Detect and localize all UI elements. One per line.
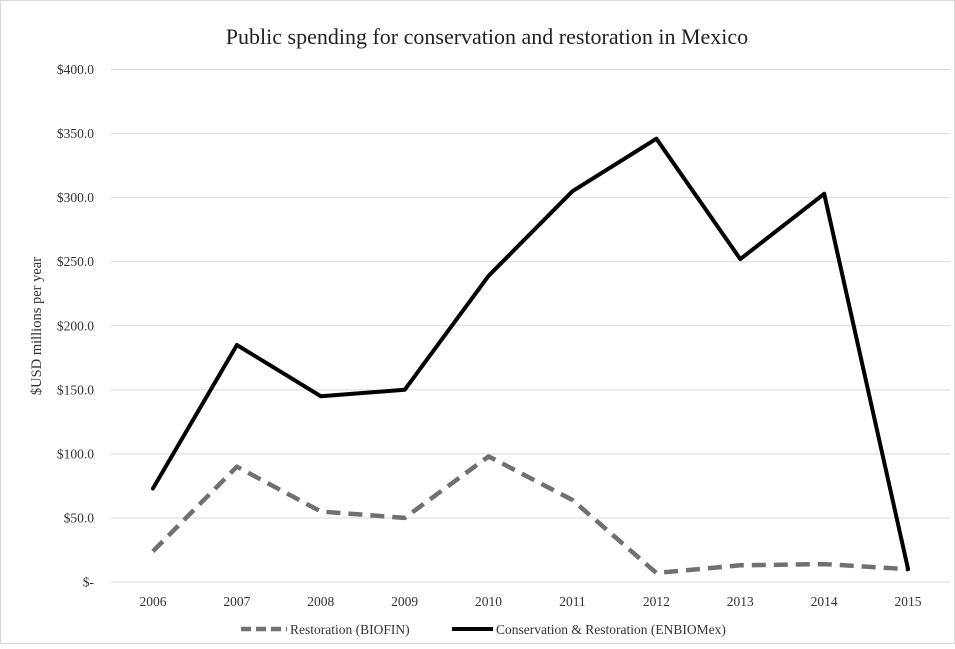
x-axis-ticks: 2006 2007 2008 2009 2010 2011 2012 2013 2014 2015 bbox=[139, 594, 921, 609]
x-tick-label: 2008 bbox=[307, 594, 334, 609]
y-tick-label: $150.0 bbox=[57, 382, 94, 397]
x-tick-label: 2013 bbox=[727, 594, 754, 609]
series-lines bbox=[150, 136, 911, 576]
series-line-conservation-restoration-enbiomex bbox=[150, 136, 911, 572]
y-tick-label: $250.0 bbox=[57, 254, 94, 269]
y-axis-ticks: $- $50.0 $100.0 $150.0 $200.0 $250.0 $300.0 $35… bbox=[57, 62, 95, 590]
x-tick-label: 2014 bbox=[811, 594, 838, 609]
y-tick-label: $350.0 bbox=[57, 126, 94, 141]
y-tick-label: $50.0 bbox=[64, 510, 95, 525]
gridlines bbox=[111, 69, 950, 583]
y-tick-label: $200.0 bbox=[57, 318, 94, 333]
x-tick-label: 2010 bbox=[475, 594, 502, 609]
y-axis-title: $USD millions per year bbox=[29, 257, 45, 395]
x-tick-label: 2011 bbox=[559, 594, 586, 609]
x-tick-label: 2009 bbox=[391, 594, 418, 609]
legend-label: Conservation & Restoration (ENBIOMex) bbox=[496, 622, 726, 637]
y-tick-label: $100.0 bbox=[57, 446, 94, 461]
y-tick-label: $400.0 bbox=[57, 62, 94, 77]
x-tick-label: 2006 bbox=[139, 594, 166, 609]
legend: Restoration (BIOFIN) Conservation & Resto… bbox=[241, 622, 726, 637]
series-line-restoration-biofin bbox=[151, 454, 909, 576]
x-tick-label: 2012 bbox=[643, 594, 670, 609]
x-tick-label: 2007 bbox=[223, 594, 250, 609]
y-tick-label: $300.0 bbox=[57, 190, 94, 205]
legend-label: Restoration (BIOFIN) bbox=[290, 622, 410, 637]
y-tick-label: $- bbox=[83, 575, 95, 590]
chart-title: Public spending for conservation and res… bbox=[226, 24, 748, 49]
x-tick-label: 2015 bbox=[895, 594, 922, 609]
